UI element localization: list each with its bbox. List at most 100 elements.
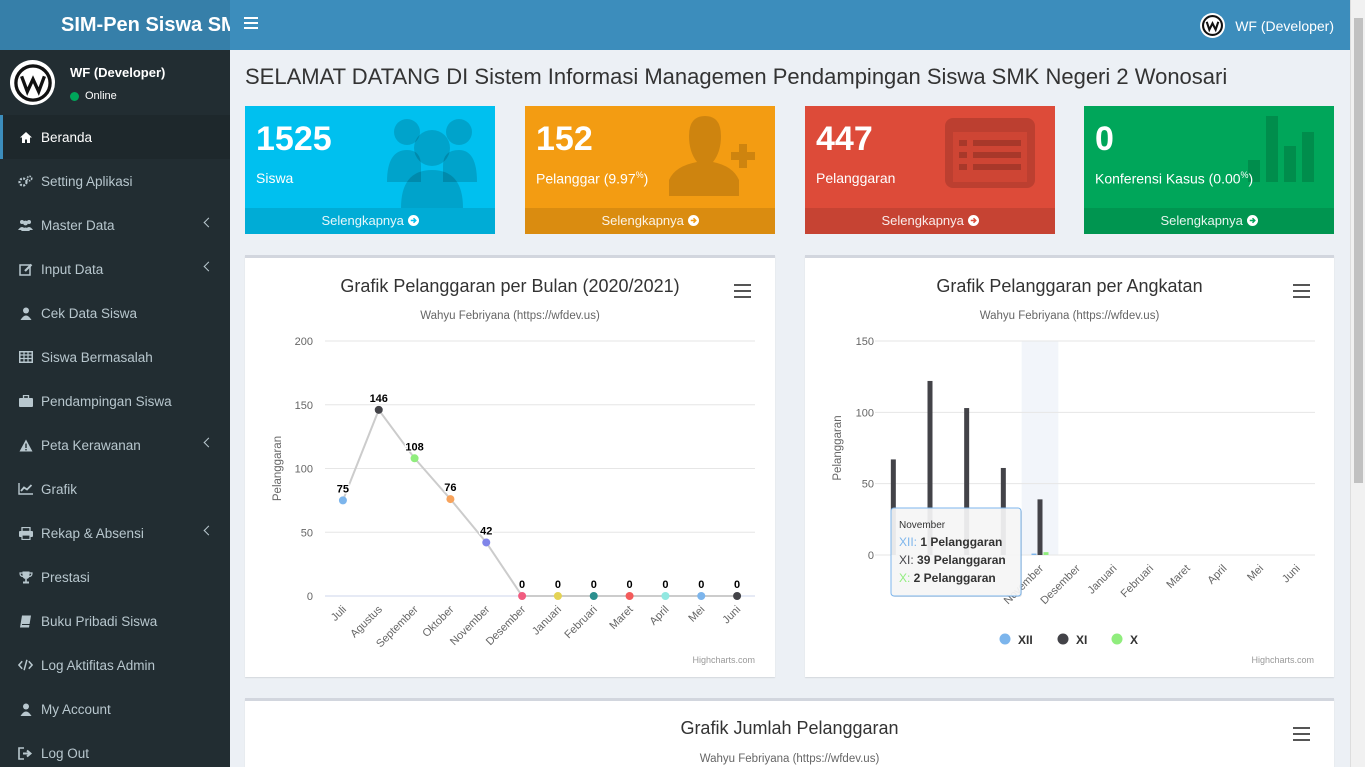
print-icon [18, 526, 33, 540]
data-point[interactable] [518, 592, 527, 600]
tooltip-row: XII: 1 Pelanggaran [899, 535, 1002, 549]
sidebar-item-prestasi[interactable]: Prestasi [0, 555, 230, 599]
chart-menu-icon[interactable] [1293, 727, 1310, 745]
legend-item[interactable]: XI [1076, 633, 1087, 647]
chart-title: Grafik Pelanggaran per Bulan (2020/2021) [340, 276, 680, 296]
chart-menu-icon[interactable] [734, 284, 751, 302]
data-label: 0 [698, 579, 704, 591]
data-point[interactable] [589, 592, 598, 600]
y-tick-label: 50 [301, 527, 313, 539]
sidebar-item-siswa-bermasalah[interactable]: Siswa Bermasalah [0, 335, 230, 379]
chart-panel-jumlah: Grafik Jumlah Pelanggaran Wahyu Febriyan… [245, 698, 1334, 767]
chart-credit[interactable]: Highcharts.com [1251, 655, 1314, 665]
stat-value: 1525 [256, 120, 332, 158]
sidebar-item-label: Setting Aplikasi [41, 173, 133, 189]
legend-item[interactable]: X [1130, 633, 1138, 647]
stat-label: Siswa [256, 170, 294, 186]
data-point[interactable] [482, 538, 491, 547]
data-label: 0 [627, 579, 633, 591]
user-panel-name: WF (Developer) [70, 65, 166, 80]
data-point[interactable] [446, 495, 455, 504]
more-info-link[interactable]: Selengkapnya [1084, 208, 1334, 234]
x-tick-label: April [1205, 563, 1229, 587]
legend-symbol[interactable] [1111, 633, 1123, 645]
more-info-link[interactable]: Selengkapnya [525, 208, 775, 234]
sidebar-item-log-out[interactable]: Log Out [0, 731, 230, 767]
bar[interactable] [1031, 553, 1037, 555]
trophy-icon [18, 570, 33, 584]
data-label: 108 [405, 441, 423, 453]
data-label: 0 [662, 579, 668, 591]
chart-credit[interactable]: Highcharts.com [692, 655, 755, 665]
legend-symbol[interactable] [999, 633, 1011, 645]
sidebar-item-beranda[interactable]: Beranda [0, 115, 230, 159]
data-point[interactable] [374, 405, 383, 414]
data-point[interactable] [625, 592, 634, 600]
tooltip-row: XI: 39 Pelanggaran [899, 553, 1006, 567]
sidebar-item-input-data[interactable]: Input Data [0, 247, 230, 291]
y-tick-label: 0 [868, 550, 874, 562]
data-point[interactable] [338, 496, 347, 505]
bar[interactable] [1043, 552, 1049, 555]
data-point[interactable] [733, 592, 742, 600]
sidebar-toggle-icon[interactable] [244, 17, 258, 31]
chevron-left-icon [203, 217, 214, 228]
stat-value: 0 [1095, 120, 1114, 158]
data-point[interactable] [410, 454, 419, 463]
chart-subtitle: Wahyu Febriyana (https://wfdev.us) [420, 310, 600, 322]
sidebar-item-grafik[interactable]: Grafik [0, 467, 230, 511]
stat-value: 152 [536, 120, 593, 158]
bar-chart: 0 50 100 150 Pelanggaran November Desember Janu… [832, 336, 1315, 647]
more-info-link[interactable]: Selengkapnya [245, 208, 495, 234]
page-scrollbar[interactable] [1350, 0, 1365, 767]
bar[interactable] [890, 459, 896, 555]
sidebar-item-label: Log Aktifitas Admin [41, 657, 156, 673]
user-menu[interactable]: WF (Developer) [1200, 13, 1334, 38]
stat-box-siswa: 1525 Siswa Selengkapnya [245, 106, 495, 234]
sidebar-item-pendampingan-siswa[interactable]: Pendampingan Siswa [0, 379, 230, 423]
x-tick-label: Februari [562, 604, 599, 641]
home-icon [18, 130, 33, 144]
data-point[interactable] [697, 592, 706, 600]
code-icon [18, 658, 33, 672]
sidebar-item-rekap-absensi[interactable]: Rekap & Absensi [0, 511, 230, 555]
stat-label: Pelanggar (9.97%) [536, 170, 649, 187]
scrollbar-thumb[interactable] [1354, 18, 1363, 483]
sidebar-item-master-data[interactable]: Master Data [0, 203, 230, 247]
x-tick-label: Juni [720, 604, 743, 627]
sidebar-item-label: Peta Kerawanan [41, 437, 141, 453]
sidebar-item-setting-aplikasi[interactable]: Setting Aplikasi [0, 159, 230, 203]
data-point[interactable] [661, 592, 670, 600]
chart-title: Grafik Pelanggaran per Angkatan [936, 276, 1203, 296]
sidebar-item-cek-data-siswa[interactable]: Cek Data Siswa [0, 291, 230, 335]
app-logo[interactable]: SIM-Pen Siswa SMK [0, 0, 230, 50]
bar[interactable] [964, 408, 970, 555]
data-point[interactable] [553, 592, 562, 600]
line-chart-icon [18, 482, 33, 496]
x-tick-label: Mei [686, 604, 707, 625]
bar[interactable] [1037, 499, 1043, 555]
status-badge: Online [70, 90, 117, 102]
x-tick-label: Maret [607, 604, 635, 632]
user-icon [18, 306, 33, 320]
more-info-link[interactable]: Selengkapnya [805, 208, 1055, 234]
series-line [341, 407, 738, 597]
x-tick-label: Desember [1038, 562, 1083, 607]
legend-symbol[interactable] [1057, 633, 1069, 645]
x-tick-label: Maret [1164, 563, 1192, 591]
x-tick-label: Januari [1085, 563, 1119, 597]
chart-menu-icon[interactable] [1293, 284, 1310, 302]
sidebar-item-peta-kerawanan[interactable]: Peta Kerawanan [0, 423, 230, 467]
sidebar-item-label: Prestasi [41, 569, 90, 585]
chart-title: Grafik Jumlah Pelanggaran [680, 718, 899, 738]
tooltip-header: November [899, 520, 946, 531]
users-icon [387, 116, 477, 213]
legend-item[interactable]: XII [1018, 633, 1033, 647]
sidebar-menu: Beranda Setting Aplikasi Master Data Input … [0, 115, 230, 767]
bar[interactable] [927, 380, 933, 555]
sidebar-item-log-aktifitas-admin[interactable]: Log Aktifitas Admin [0, 643, 230, 687]
arrow-circle-right-icon [407, 215, 419, 226]
list-alt-icon [943, 116, 1037, 195]
sidebar-item-my-account[interactable]: My Account [0, 687, 230, 731]
sidebar-item-buku-pribadi-siswa[interactable]: Buku Pribadi Siswa [0, 599, 230, 643]
